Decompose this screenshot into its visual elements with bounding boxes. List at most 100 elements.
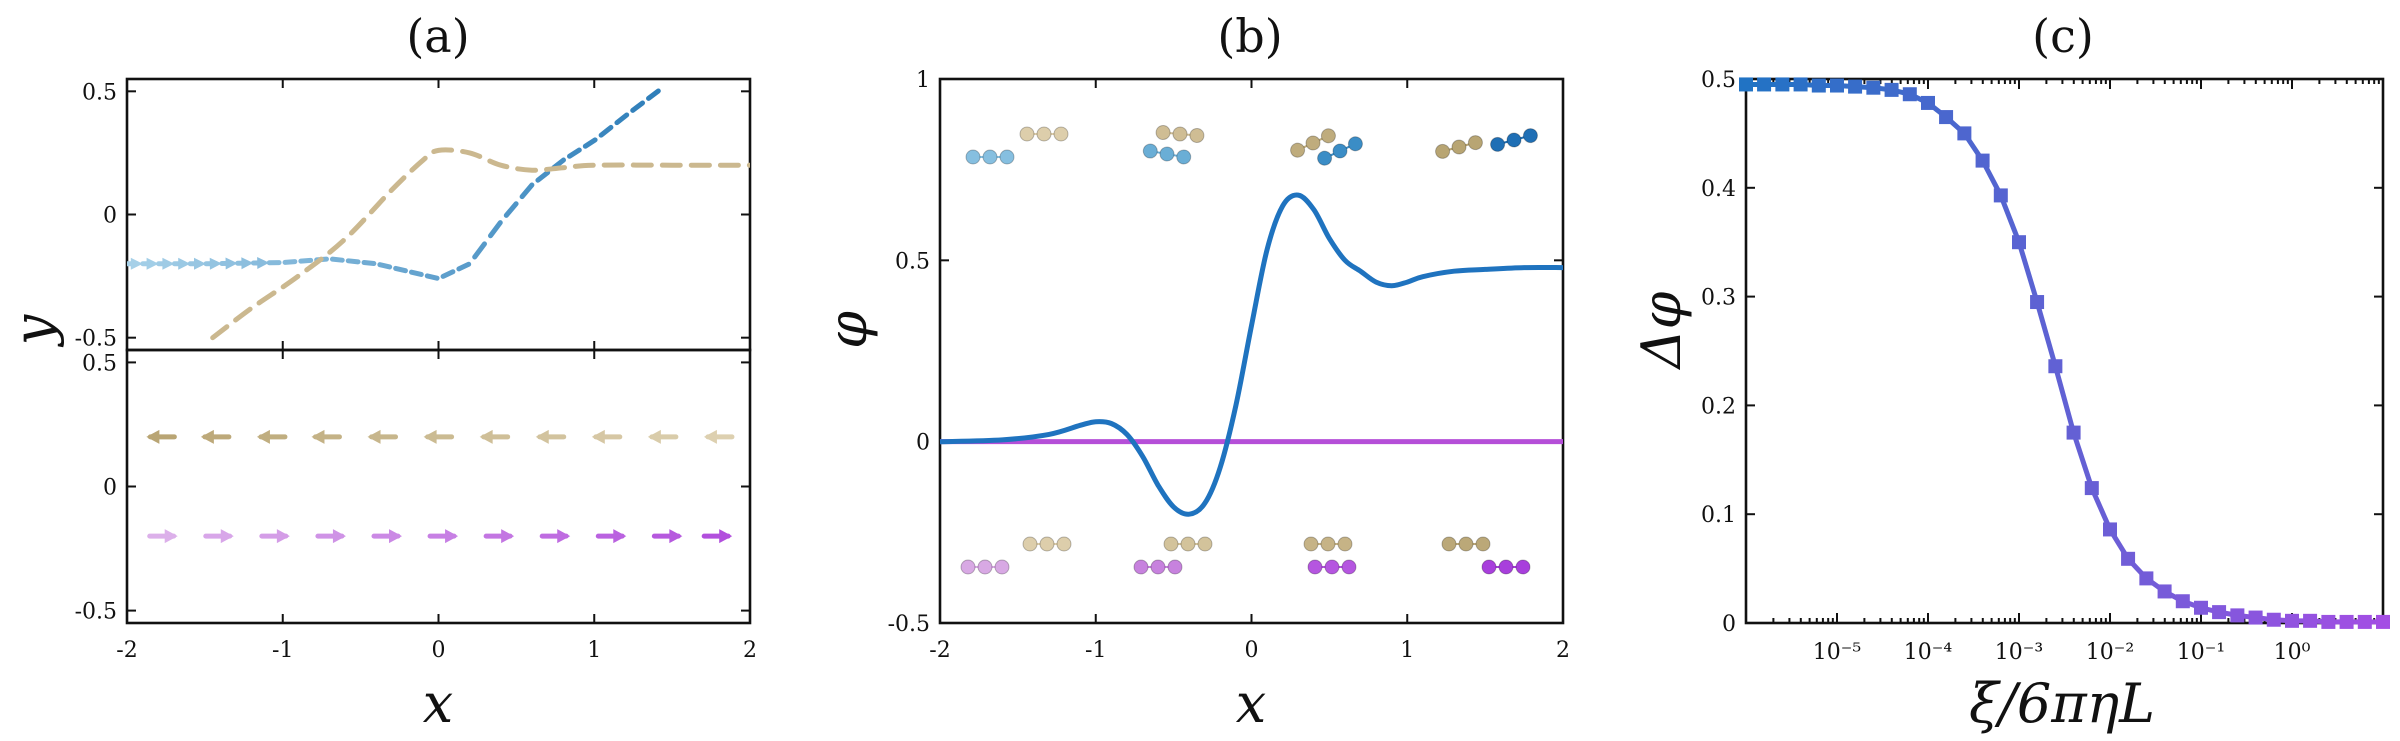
panel-c-xtick-label: 10⁻⁵ xyxy=(1813,640,1861,665)
panel-c-data-point xyxy=(2266,612,2281,627)
panel-a-top-plot xyxy=(127,88,750,341)
panel-a-blue-dash xyxy=(503,201,519,218)
panel-c-ytick-tick-label: 0.5 xyxy=(1701,68,1736,93)
schematic-swimmer xyxy=(960,559,1010,575)
panel-a-blue-dash xyxy=(487,220,503,239)
panel-a-tan-arrowhead xyxy=(200,429,214,444)
panel-c-data-point xyxy=(2230,608,2245,623)
schematic-swimmer-bead xyxy=(977,559,993,575)
schematic-swimmer-bead xyxy=(1481,559,1497,575)
schematic-swimmer-bead xyxy=(1347,136,1363,152)
panel-b-xtick-tick-label: -1 xyxy=(1085,638,1106,663)
panel-c-data-point xyxy=(2321,614,2336,629)
schematic-swimmer-bead xyxy=(1142,143,1158,159)
panel-a-purple-arrowhead xyxy=(332,529,346,544)
panel-a-blue-dash xyxy=(598,124,614,138)
panel-c-data-point xyxy=(2066,425,2081,440)
panel-a-tan-arrowhead xyxy=(591,429,605,444)
schematic-swimmer-bead xyxy=(1180,536,1196,552)
panel-c-xtick-label: 10⁻¹ xyxy=(2177,640,2225,665)
panel-a-xlabel: x xyxy=(423,672,453,735)
panel-a-tan-arrowhead xyxy=(703,429,717,444)
schematic-swimmer-bead xyxy=(1341,559,1357,575)
panel-a-blue-dash xyxy=(393,265,408,274)
schematic-swimmer-bead xyxy=(1332,143,1348,159)
panel-a-tan-arrowhead xyxy=(256,429,270,444)
schematic-swimmer-bead xyxy=(1467,135,1483,151)
panel-c-ytick-tick-label: 0.3 xyxy=(1701,286,1736,311)
panel-c-data-point xyxy=(1866,80,1881,95)
panel-c-data-point xyxy=(1775,77,1790,92)
schematic-swimmer-bead xyxy=(1320,128,1336,144)
panel-c-xtick-label: 10⁰ xyxy=(2274,640,2311,665)
panel-a-blue-dash xyxy=(329,256,345,263)
panel-c-data-point xyxy=(1902,87,1917,102)
schematic-swimmer xyxy=(1022,536,1072,552)
panel-c-ylabel: Δφ xyxy=(1630,291,1693,370)
panel-b-ytick-tick-label: 1 xyxy=(916,68,930,93)
schematic-swimmer-bead xyxy=(1320,536,1336,552)
panel-a-tan-arrowhead xyxy=(367,429,381,444)
panel-c-data-point xyxy=(2212,605,2227,620)
panel-a-bottom-ytick-tick-label: -0.5 xyxy=(75,600,117,625)
schematic-swimmer-bead xyxy=(1053,126,1069,142)
panel-a-purple-arrowhead xyxy=(220,529,234,544)
schematic-swimmer-bead xyxy=(982,149,998,165)
schematic-swimmer xyxy=(1019,126,1069,142)
panel-a-blue-arrowhead xyxy=(130,257,143,270)
panel-c-xtick-label: 10⁻² xyxy=(2086,640,2134,665)
schematic-swimmer-bead xyxy=(1056,536,1072,552)
panel-a-blue-dash xyxy=(345,258,361,265)
panel-a-blue-arrowhead xyxy=(209,257,222,270)
panel-a-blue-dash xyxy=(535,169,551,183)
panel-a-xtick-tick-label: -1 xyxy=(272,638,293,663)
schematic-swimmer-bead xyxy=(1290,142,1306,158)
schematic-swimmer xyxy=(1163,536,1213,552)
panel-b-ytick-tick-label: 0.5 xyxy=(895,249,930,274)
panel-c-data-point xyxy=(2303,613,2318,628)
panel-a-blue-arrowhead xyxy=(257,256,270,269)
schematic-swimmer xyxy=(1133,559,1183,575)
schematic-swimmer xyxy=(1481,559,1531,575)
panel-a-tan-arrowhead xyxy=(423,429,437,444)
panel-a-blue-dash xyxy=(408,269,424,277)
panel-c-data-point xyxy=(2103,522,2117,537)
panel-a-top-ytick-tick-label: 0.5 xyxy=(82,80,117,105)
schematic-swimmer xyxy=(1490,128,1538,152)
panel-c-data-point xyxy=(1811,78,1826,93)
schematic-swimmer-bead xyxy=(1189,127,1205,143)
schematic-swimmer-bead xyxy=(1163,536,1179,552)
panel-a-bottom-ytick-tick-label: 0.5 xyxy=(82,351,117,376)
schematic-swimmer xyxy=(1435,135,1483,159)
panel-a-bottom-frame xyxy=(125,348,752,625)
panel-a-blue-dash xyxy=(472,241,487,260)
schematic-swimmer-bead xyxy=(1305,135,1321,151)
schematic-swimmer-bead xyxy=(1435,143,1451,159)
panel-c-title: (c) xyxy=(2032,9,2094,63)
schematic-swimmer-bead xyxy=(1036,126,1052,142)
panel-a-blue-arrowhead xyxy=(146,257,159,270)
panel-c-data-point xyxy=(2084,481,2099,496)
panel-b-blue-curve xyxy=(939,192,1564,517)
schematic-swimmer-bead xyxy=(1197,536,1213,552)
panel-c-data-point xyxy=(2175,594,2190,609)
panel-c-data-point xyxy=(1957,126,1972,141)
panel-c-xlabel: ξ/6πηL xyxy=(1969,672,2155,735)
panel-c-data-point xyxy=(2285,613,2299,628)
panel-c-data-point xyxy=(1975,153,1990,168)
panel-a-purple-arrowhead xyxy=(669,529,683,544)
schematic-swimmer-bead xyxy=(1307,559,1323,575)
panel-c-data-point xyxy=(2048,359,2063,374)
schematic-swimmer-bead xyxy=(1133,559,1149,575)
panel-a-purple-arrowhead xyxy=(276,529,290,544)
panel-b-title: (b) xyxy=(1217,9,1282,63)
schematic-swimmer-bead xyxy=(1490,136,1506,152)
schematic-swimmer-bead xyxy=(1337,536,1353,552)
schematic-swimmer-bead xyxy=(1441,536,1457,552)
schematic-swimmer-bead xyxy=(1019,126,1035,142)
panel-a-purple-arrowhead xyxy=(445,529,459,544)
panel-a-tan-curve xyxy=(210,147,750,341)
panel-a-blue-dash xyxy=(519,182,535,200)
schematic-swimmer-bead xyxy=(999,149,1015,165)
schematic-swimmer-bead xyxy=(1317,150,1333,166)
